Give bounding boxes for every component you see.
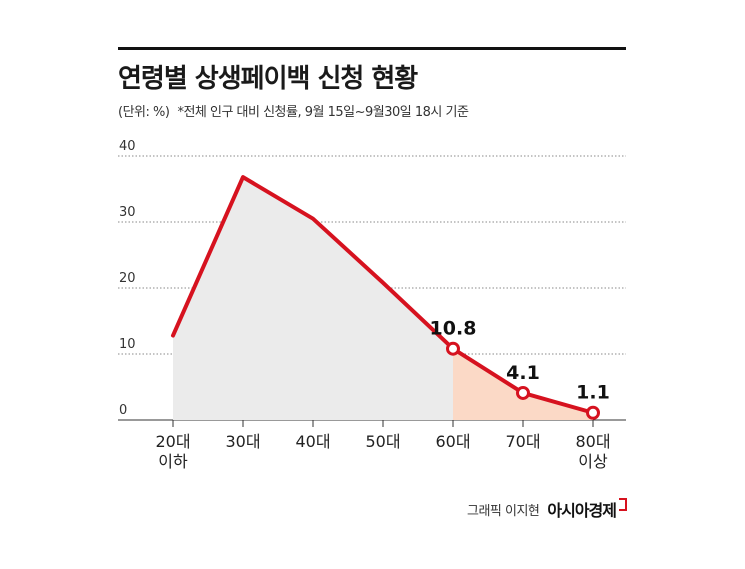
- x-tick-label: 80대 이상: [575, 432, 610, 471]
- top-rule: [118, 47, 626, 50]
- x-tick-label: 50대: [365, 432, 400, 451]
- area-fill-highlight: [453, 348, 593, 420]
- y-tick-label: 10: [119, 337, 136, 352]
- y-tick-label: 40: [119, 139, 136, 154]
- y-tick-label: 30: [119, 205, 136, 220]
- graphic-credit: 그래픽 이지현: [466, 503, 540, 519]
- chart-title: 연령별 상생페이백 신청 현황: [118, 64, 418, 94]
- data-label: 1.1: [576, 382, 610, 404]
- publisher-mark-icon: [619, 497, 627, 511]
- footnote-label: *전체 인구 대비 신청률, 9월 15일~9월30일 18시 기준: [177, 105, 469, 120]
- data-label: 10.8: [430, 318, 477, 340]
- y-tick-label: 20: [119, 271, 136, 286]
- x-tick-label: 40대: [295, 432, 330, 451]
- y-tick-label: 0: [119, 403, 127, 418]
- chart-subtitle: (단위: %) *전체 인구 대비 신청률, 9월 15일~9월30일 18시 기…: [118, 101, 469, 120]
- data-point-marker: [586, 405, 600, 420]
- x-tick-label: 60대: [435, 432, 470, 451]
- credit-line: 그래픽 이지현 아시아경제: [467, 497, 627, 521]
- data-label: 4.1: [506, 362, 540, 384]
- x-tick-label: 30대: [225, 432, 260, 451]
- area-fill-main: [173, 177, 453, 420]
- x-tick-label: 70대: [505, 432, 540, 451]
- x-tick-label: 20대 이하: [155, 432, 190, 471]
- unit-label: (단위: %): [118, 105, 170, 120]
- publisher-logo: 아시아경제: [547, 501, 617, 520]
- data-point-marker: [446, 341, 460, 356]
- data-point-marker: [516, 385, 530, 400]
